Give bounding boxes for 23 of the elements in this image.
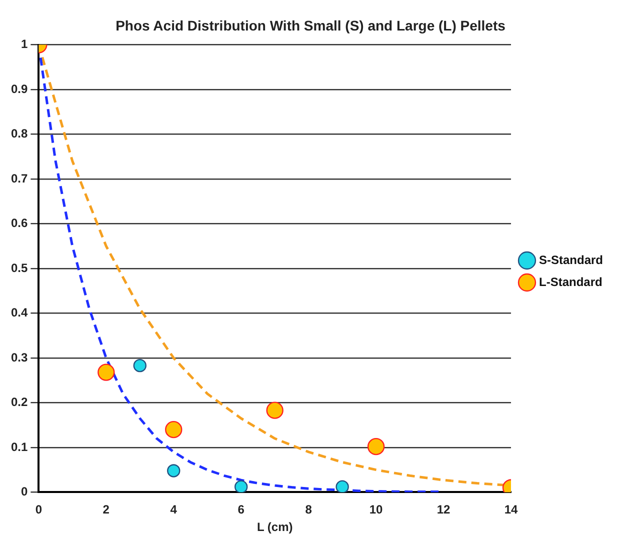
x-tick-label: 8 xyxy=(305,502,312,517)
y-tick-label: 0.3 xyxy=(10,350,28,364)
x-axis-title: L (cm) xyxy=(256,520,293,534)
y-tick-label: 0.6 xyxy=(10,216,28,230)
x-tick-label: 4 xyxy=(170,502,178,517)
x-tick-label: 0 xyxy=(35,502,42,517)
x-tick-label: 10 xyxy=(369,502,384,517)
y-tick-label: 0.7 xyxy=(10,171,28,186)
y-tick-label: 0.9 xyxy=(10,82,28,96)
y-tick-label: 0 xyxy=(20,484,28,499)
y-tick-label: 0.1 xyxy=(10,440,28,454)
legend-label: S-Standard xyxy=(538,252,604,267)
x-tick-label: 6 xyxy=(238,502,245,517)
y-tick-label: 1 xyxy=(20,37,28,52)
x-tick-label: 12 xyxy=(436,502,451,517)
chart-title: Phos Acid Distribution With Small (S) and Large (L) Pellets xyxy=(116,17,506,34)
y-tick-label: 0.5 xyxy=(10,260,28,275)
y-tick-label: 0.2 xyxy=(10,395,28,410)
x-tick-label: 14 xyxy=(504,502,518,517)
y-tick-label: 0.4 xyxy=(10,306,28,320)
legend-label: L-Standard xyxy=(538,274,602,289)
x-tick-label: 2 xyxy=(102,502,110,517)
y-tick-label: 0.8 xyxy=(10,126,28,141)
